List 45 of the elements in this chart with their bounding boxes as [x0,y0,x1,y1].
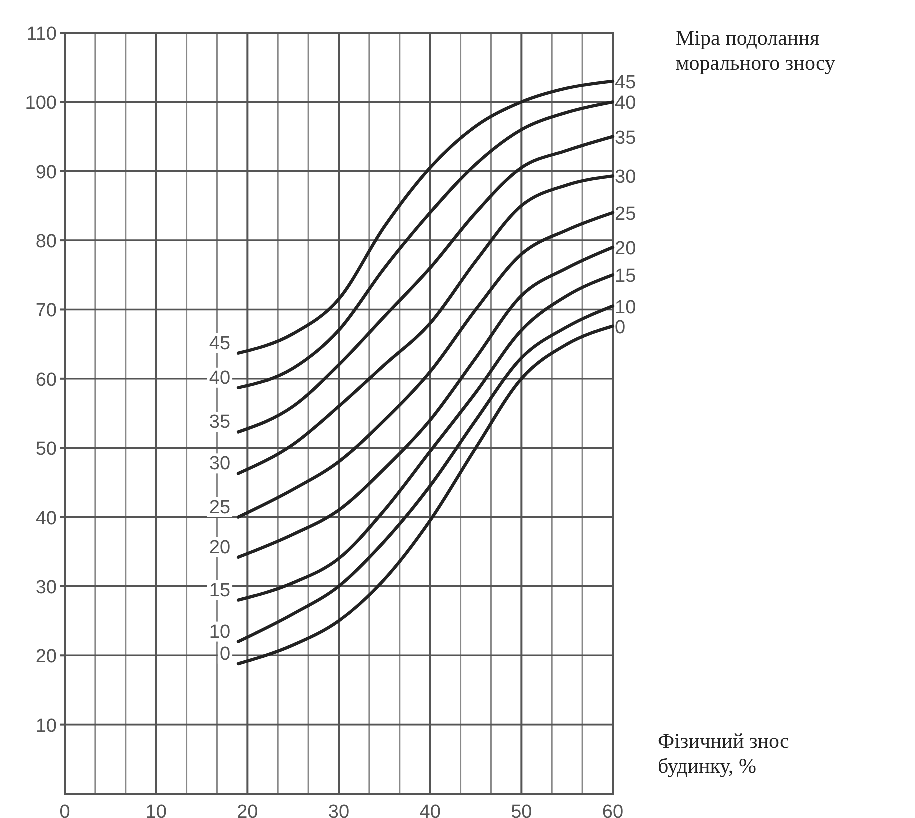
text: 40 [209,368,231,389]
y-tick-label: 110 [26,24,57,45]
y-tick-label: 70 [36,300,57,322]
line-series [236,100,615,390]
text: 30 [209,454,231,475]
x-tick-label: 20 [237,802,258,818]
line-series [236,274,615,602]
y-tick-label: 30 [36,577,57,598]
text: 25 [209,497,231,518]
y-tick-label: 100 [25,93,57,114]
y-tick-label: 20 [36,646,57,668]
y-tick-label: 60 [36,370,57,391]
y-tick-label: 80 [36,232,57,253]
y-tick-label: 50 [36,439,57,460]
x-axis-title: Фізичний знос будинку, % [658,729,790,778]
text: 45 [209,333,231,354]
series-label: 10 [615,297,636,318]
line-series [236,174,615,476]
x-tick-label: 0 [60,802,70,818]
line-series [236,211,615,519]
text: 0 [220,644,231,665]
y-tick-label: 40 [36,508,57,530]
series-label: 30 [615,167,636,188]
y-tick-label: 10 [36,716,57,737]
series-label: 25 [615,204,636,225]
x-tick-label: 50 [511,802,532,818]
x-tick-label: 30 [328,802,350,818]
y-tick-label: 90 [36,162,57,184]
legend-title: Міра подолання морального зносу [676,26,836,75]
text: 35 [209,412,231,434]
series-label: 20 [615,238,636,260]
series-label: 0 [615,317,626,338]
series-label: 35 [615,128,636,149]
line-series [236,80,615,355]
line-series [236,135,615,434]
series-label: 45 [615,72,636,94]
x-tick-label: 40 [420,802,441,818]
text: 15 [209,580,231,602]
series-label: 40 [615,93,636,114]
text: 20 [209,537,231,558]
x-tick-label: 10 [146,802,167,818]
text: 10 [209,622,231,643]
line-series [236,246,615,559]
series-label: 15 [615,266,636,288]
x-tick-label: 60 [602,802,624,818]
